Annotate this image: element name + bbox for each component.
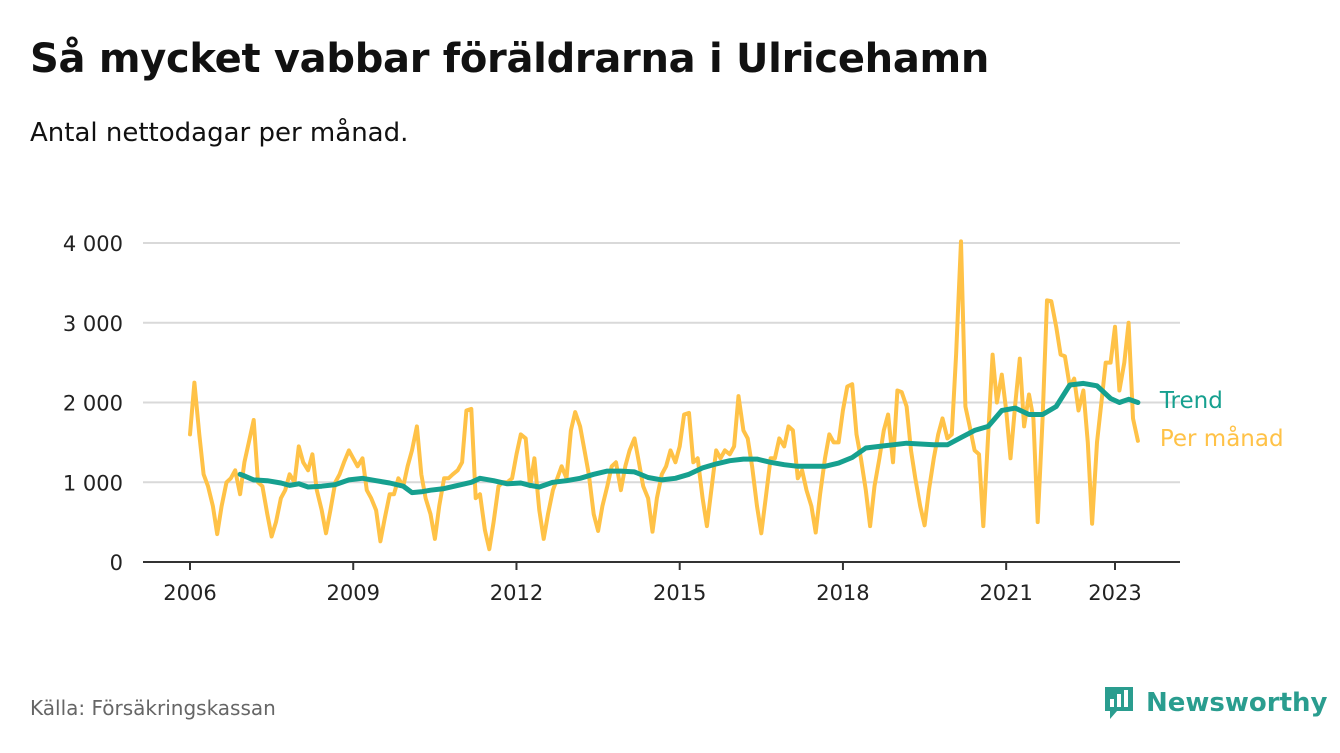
x-axis: 2006 2009 2012 2015 2018 2021 2023 <box>143 561 1180 605</box>
inline-legend: Per månad Trend <box>1159 388 1284 452</box>
x-tick-label: 2009 <box>327 581 380 605</box>
legend-label-trend: Trend <box>1159 388 1223 414</box>
y-tick-label: 0 <box>110 551 123 575</box>
x-tick-label: 2006 <box>163 581 216 605</box>
legend-label-monthly: Per månad <box>1160 424 1284 452</box>
brand-logo: Newsworthy <box>1102 684 1327 722</box>
x-tick-label: 2023 <box>1088 581 1141 605</box>
y-tick-label: 4 000 <box>63 232 123 256</box>
y-tick-labels: 0 1 000 2 000 3 000 4 000 <box>63 232 123 575</box>
y-tick-label: 2 000 <box>63 392 123 416</box>
x-tick-label: 2018 <box>816 581 869 605</box>
x-tick-label: 2021 <box>979 581 1032 605</box>
series-lines <box>188 239 1141 552</box>
newsworthy-logo-icon <box>1105 687 1133 719</box>
y-tick-label: 1 000 <box>63 471 123 495</box>
brand-name: Newsworthy <box>1146 688 1328 718</box>
chart-title: Så mycket vabbar föräldrarna i Ulriceham… <box>30 36 990 82</box>
x-tick-label: 2012 <box>490 581 543 605</box>
trend-line <box>237 380 1141 496</box>
y-tick-label: 3 000 <box>63 312 123 336</box>
chart-subtitle: Antal nettodagar per månad. <box>30 118 409 148</box>
x-tick-label: 2015 <box>653 581 706 605</box>
source-note: Källa: Försäkringskassan <box>30 696 276 720</box>
monthly-line <box>188 239 1140 552</box>
